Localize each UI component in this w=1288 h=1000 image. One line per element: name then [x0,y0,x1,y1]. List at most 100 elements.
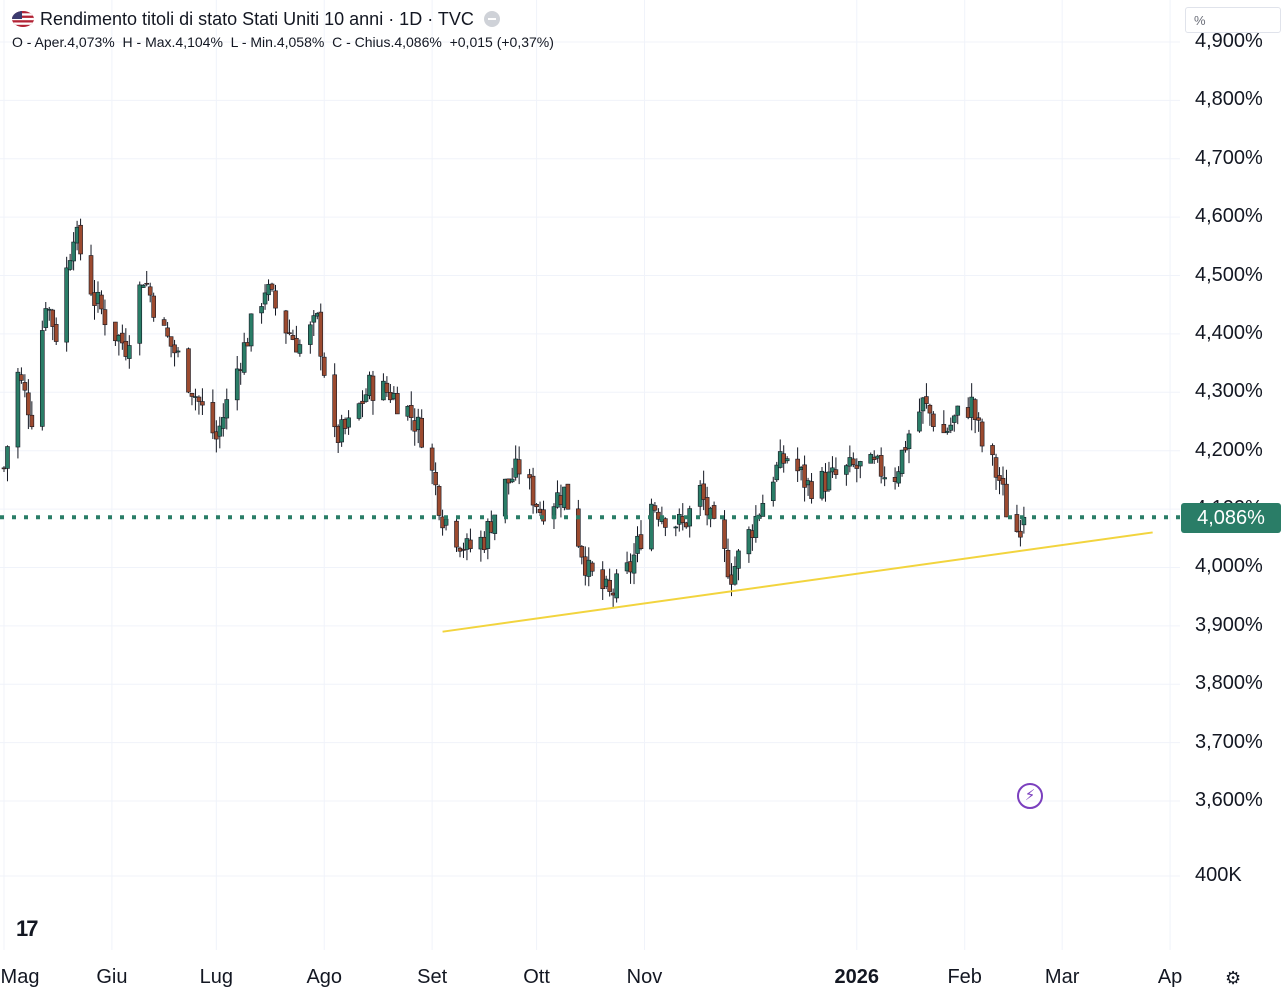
candle-body [589,562,595,572]
low-label: L - Min. [230,34,277,50]
candle-body [175,350,181,353]
chart-grid [0,0,1180,950]
candle-body [945,430,950,433]
candle-body [917,411,922,432]
candle-body [833,469,839,475]
price-tick-label: 3,600% [1195,789,1263,811]
price-tick-label: 4,200% [1195,438,1263,461]
candle-body [19,374,24,381]
time-tick-label: Feb [947,966,982,988]
candle-body [492,514,498,534]
time-tick-label: Ago [306,966,343,988]
change-value: +0,015 (+0,37%) [449,34,554,50]
candle-body [854,464,860,469]
candle-body [189,392,195,397]
us-flag-icon [12,11,34,27]
candle-body [802,464,807,488]
candle-body [931,413,936,427]
candle-body [906,433,912,450]
candle-body [46,308,52,311]
candle-body [844,465,849,475]
bolt-icon[interactable]: ⚡ [1017,783,1043,809]
time-tick-label: Mar [1044,966,1080,988]
candle-body [795,458,800,472]
candle-body [680,516,686,524]
candle-body [826,471,832,491]
candle-body [26,392,31,416]
candle-body [22,382,28,391]
candle-body [346,417,351,428]
candle-body [39,330,45,427]
candle-body [607,579,612,592]
low-value: 4,058% [276,34,325,50]
candle-body [809,481,814,499]
collapse-icon[interactable] [483,11,500,27]
high-value: 4,104% [175,34,223,50]
candle-body [161,319,167,326]
candle-body [774,464,780,481]
candle-body [955,405,961,416]
candle-body [673,526,679,529]
price-tick-label: 4,600% [1195,205,1263,228]
candle-body [384,382,390,393]
candle-body [408,405,414,418]
gear-icon[interactable]: ⚙ [1225,968,1242,988]
candle-body [851,458,856,465]
candle-body [210,402,216,434]
price-tick-label: 4,900% [1195,30,1263,52]
candle-body [687,508,693,527]
candle-body [443,518,449,526]
candle-body [147,286,153,296]
candle-body [732,566,738,585]
candle-body [576,508,581,547]
candle-body [273,290,278,309]
candle-body [186,348,191,393]
candle-body [262,292,268,305]
candle-body [454,520,459,548]
candle-body [200,401,205,406]
candle-body [88,255,94,295]
time-tick-label: Mag [0,966,40,988]
candle-body [711,505,717,519]
candle-body [144,282,150,285]
candle-body [127,345,132,359]
candle-body [753,515,759,538]
candle-body [784,458,790,462]
chart-header: Rendimento titoli di stato Stati Uniti 1… [12,6,554,50]
candle-body [725,549,731,578]
close-label: C - Chius. [332,34,395,50]
candle-body [979,421,985,447]
candle-body [332,374,337,428]
candle-body [502,478,508,517]
price-tick-label: 4,400% [1195,321,1263,344]
candle-body [151,295,156,318]
open-label: O - Aper. [12,34,68,50]
unit-selector[interactable]: % [1185,7,1281,33]
candle-body [71,241,76,262]
candle-body [516,459,522,475]
candle-body [948,424,954,431]
candle-body [120,332,125,344]
candle-body [882,477,887,480]
candle-body [770,481,776,501]
candle-body [356,403,362,419]
time-tick-label: Giu [96,966,128,988]
candle-body [704,497,710,516]
candle-body [15,371,21,448]
tradingview-logo[interactable]: 17 [16,916,39,941]
candle-body [102,309,108,326]
candle-body [67,260,73,270]
candle-body [857,461,863,467]
candle-body [196,396,202,402]
candle-body [360,400,365,404]
candle-body [736,550,741,569]
candle-body [99,294,104,310]
price-tick-label: 3,900% [1195,613,1263,636]
candle-body [297,344,303,354]
time-tick-label: Ap [1157,966,1183,988]
candle-body [652,505,658,511]
candle-body [614,573,619,599]
candle-body [649,503,654,550]
candle-body [899,449,905,474]
